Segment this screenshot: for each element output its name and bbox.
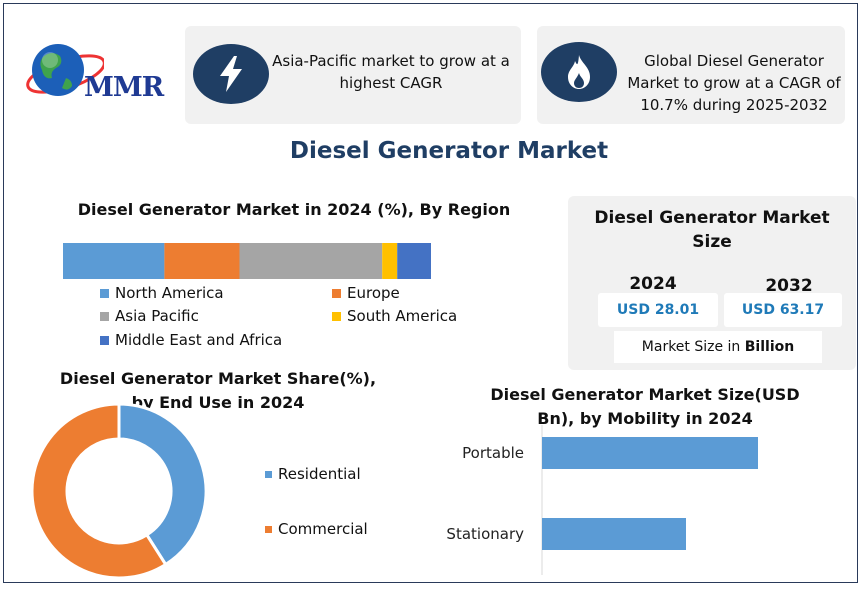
mobility-bar-portable bbox=[542, 437, 758, 469]
region-legend-item-south-america: South America bbox=[332, 307, 457, 325]
globe-icon bbox=[26, 44, 106, 96]
end-use-donut bbox=[30, 402, 208, 580]
mobility-bar-stationary bbox=[542, 518, 686, 550]
legend-label: Asia Pacific bbox=[115, 307, 199, 325]
region-legend-item-europe: Europe bbox=[332, 284, 400, 302]
donut-slice-residential bbox=[117, 402, 208, 567]
market-size-panel: Diesel Generator Market Size 2024 2032 U… bbox=[568, 196, 856, 370]
region-segment-middle-east-and-africa bbox=[397, 243, 431, 279]
legend-swatch bbox=[332, 311, 341, 321]
mobility-chart-title: Diesel Generator Market Size(USD Bn), by… bbox=[490, 385, 800, 428]
highlight-text: Global Diesel Generator Market to grow a… bbox=[627, 52, 841, 114]
flame-icon bbox=[541, 42, 617, 102]
legend-label: South America bbox=[347, 307, 458, 325]
mobility-tick-label-stationary: Stationary bbox=[446, 525, 524, 543]
region-segment-asia-pacific bbox=[239, 243, 383, 279]
lightning-icon bbox=[193, 44, 269, 104]
region-chart-title: Diesel Generator Market in 2024 (%), By … bbox=[77, 200, 511, 219]
region-legend-item-north-america: North America bbox=[100, 284, 224, 302]
mobility-tick-label-portable: Portable bbox=[462, 444, 524, 462]
region-legend-item-middle-east-and-africa: Middle East and Africa bbox=[100, 331, 282, 349]
unit-prefix: Market Size in bbox=[641, 339, 745, 355]
donut-slice-commercial bbox=[30, 402, 168, 580]
mmr-logo: MMR bbox=[14, 30, 179, 114]
end-use-chart-title: Diesel Generator Market Share(%), by End… bbox=[59, 369, 377, 412]
end-use-legend-item-residential: Residential bbox=[265, 465, 361, 483]
year-2032: 2032 bbox=[765, 276, 813, 296]
legend-label: Middle East and Africa bbox=[115, 331, 283, 349]
value-2032: USD 63.17 bbox=[724, 293, 842, 327]
region-segment-europe bbox=[164, 243, 240, 279]
legend-label: Commercial bbox=[278, 520, 368, 538]
highlight-card-asia: Asia-Pacific market to grow at a highest… bbox=[185, 26, 521, 124]
legend-swatch bbox=[100, 311, 109, 321]
legend-swatch bbox=[100, 288, 109, 298]
main-title: Diesel Generator Market bbox=[289, 138, 609, 164]
legend-swatch bbox=[100, 335, 109, 345]
legend-label: Residential bbox=[278, 465, 361, 483]
infographic-frame bbox=[3, 3, 858, 583]
logo-text: MMR bbox=[84, 72, 164, 103]
region-stacked-bar bbox=[63, 243, 431, 279]
highlight-text: Asia-Pacific market to grow at a highest… bbox=[272, 52, 510, 92]
legend-label: Europe bbox=[347, 284, 400, 302]
year-2024: 2024 bbox=[629, 274, 677, 294]
legend-label: North America bbox=[115, 284, 224, 302]
value-2024: USD 28.01 bbox=[598, 293, 718, 327]
region-segment-south-america bbox=[382, 243, 398, 279]
legend-swatch bbox=[332, 288, 341, 298]
legend-swatch bbox=[265, 470, 272, 478]
highlight-card-cagr: Global Diesel Generator Market to grow a… bbox=[537, 26, 845, 124]
end-use-legend-item-commercial: Commercial bbox=[265, 520, 368, 538]
region-legend-item-asia-pacific: Asia Pacific bbox=[100, 307, 199, 325]
region-segment-north-america bbox=[63, 243, 165, 279]
unit-bold: Billion bbox=[744, 339, 795, 355]
market-size-title: Diesel Generator Market Size bbox=[594, 208, 830, 252]
market-size-unit: Market Size in Billion bbox=[614, 331, 822, 363]
mobility-bar-chart: Portable Stationary bbox=[446, 425, 758, 575]
legend-swatch bbox=[265, 525, 272, 533]
